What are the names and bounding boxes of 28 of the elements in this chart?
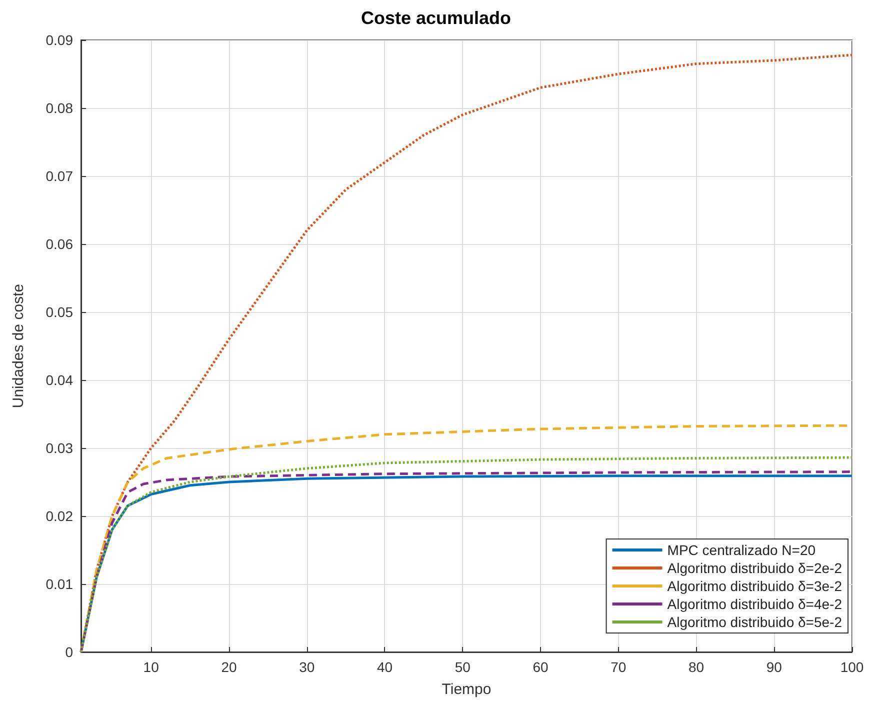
y-tick-label: 0.01 (46, 576, 74, 592)
x-tick-label: 80 (688, 659, 704, 675)
y-tick-label: 0.04 (46, 372, 74, 388)
y-tick-label: 0.05 (46, 304, 74, 320)
x-tick-label: 30 (299, 659, 315, 675)
legend-label: Algoritmo distribuido δ=5e-2 (667, 614, 842, 630)
legend-label: Algoritmo distribuido δ=4e-2 (667, 596, 842, 612)
x-tick-label: 10 (143, 659, 160, 675)
y-tick-label: 0.02 (46, 508, 74, 524)
x-tick-label: 20 (221, 659, 237, 675)
x-tick-label: 100 (840, 659, 864, 675)
legend-label: Algoritmo distribuido δ=3e-2 (667, 578, 842, 594)
x-tick-label: 40 (376, 659, 393, 675)
legend-label: MPC centralizado N=20 (667, 542, 816, 558)
y-tick-label: 0.07 (46, 168, 74, 184)
y-tick-label: 0.08 (46, 100, 74, 116)
legend-label: Algoritmo distribuido δ=2e-2 (667, 560, 842, 576)
y-axis-title: Unidades de coste (10, 284, 27, 408)
x-axis-title: Tiempo (442, 681, 492, 698)
x-tick-label: 90 (766, 659, 782, 675)
y-tick-label: 0.03 (46, 440, 74, 456)
y-tick-label: 0 (65, 644, 74, 660)
x-tick-label: 60 (532, 659, 548, 675)
x-tick-label: 70 (610, 659, 626, 675)
x-tick-label: 50 (454, 659, 471, 675)
chart-title: Coste acumulado (360, 8, 512, 28)
y-tick-label: 0.06 (46, 236, 74, 252)
y-tick-label: 0.09 (46, 32, 74, 48)
